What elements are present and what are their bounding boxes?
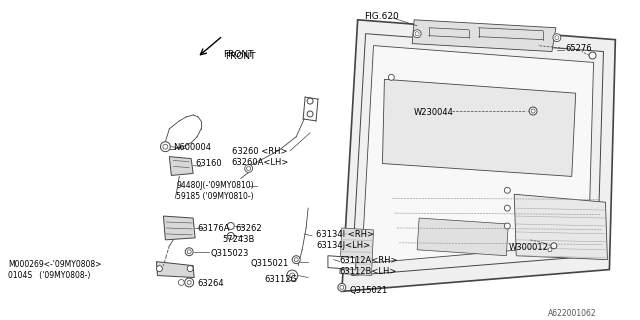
Circle shape — [156, 266, 163, 272]
Circle shape — [413, 30, 421, 38]
Circle shape — [179, 279, 184, 285]
Text: 63112G: 63112G — [264, 275, 298, 284]
Text: 59185 ('09MY0810-): 59185 ('09MY0810-) — [176, 192, 254, 201]
Circle shape — [161, 142, 170, 152]
Polygon shape — [163, 216, 195, 240]
Circle shape — [307, 111, 313, 117]
Circle shape — [227, 222, 234, 229]
Text: 63264: 63264 — [197, 279, 224, 289]
Circle shape — [548, 248, 552, 252]
Circle shape — [187, 250, 191, 254]
Polygon shape — [156, 262, 194, 277]
Circle shape — [294, 258, 298, 262]
Polygon shape — [412, 20, 556, 52]
Circle shape — [227, 232, 234, 239]
Circle shape — [551, 243, 557, 249]
Text: A622001062: A622001062 — [548, 309, 596, 318]
Circle shape — [553, 34, 561, 42]
Polygon shape — [362, 45, 593, 264]
Polygon shape — [328, 256, 356, 269]
Text: 57243B: 57243B — [223, 235, 255, 244]
Text: FIG.620: FIG.620 — [365, 12, 399, 21]
Text: W230044: W230044 — [414, 108, 454, 117]
Polygon shape — [342, 20, 615, 292]
Circle shape — [246, 166, 251, 171]
Text: 63260A<LH>: 63260A<LH> — [232, 157, 289, 167]
Circle shape — [185, 248, 193, 256]
Text: 63134J<LH>: 63134J<LH> — [316, 241, 370, 250]
Circle shape — [338, 284, 346, 292]
Text: 65276: 65276 — [566, 44, 593, 52]
Polygon shape — [170, 156, 193, 175]
Polygon shape — [515, 194, 607, 260]
Circle shape — [287, 270, 298, 281]
Circle shape — [244, 164, 253, 172]
Text: Q315021: Q315021 — [251, 259, 289, 268]
Polygon shape — [383, 79, 576, 176]
Text: 63112B<LH>: 63112B<LH> — [340, 267, 397, 276]
Circle shape — [307, 98, 313, 104]
Circle shape — [504, 187, 510, 193]
Text: Q315023: Q315023 — [211, 249, 250, 258]
Text: M000269<-'09MY0808>: M000269<-'09MY0808> — [8, 260, 101, 269]
Text: 63260 <RH>: 63260 <RH> — [232, 147, 287, 156]
Circle shape — [415, 32, 419, 36]
Circle shape — [555, 36, 559, 40]
Text: Q315021: Q315021 — [349, 286, 388, 295]
Text: 94480J(-'09MY0810): 94480J(-'09MY0810) — [176, 181, 254, 190]
Text: 63262: 63262 — [236, 224, 262, 233]
Circle shape — [388, 74, 394, 80]
Circle shape — [504, 223, 510, 229]
Circle shape — [340, 285, 344, 289]
Circle shape — [529, 107, 537, 115]
Circle shape — [504, 205, 510, 211]
Circle shape — [185, 278, 194, 287]
Text: 63112A<RH>: 63112A<RH> — [340, 256, 398, 265]
Text: 63160: 63160 — [195, 159, 221, 168]
Circle shape — [292, 256, 300, 264]
Polygon shape — [352, 34, 604, 276]
Text: 63176A: 63176A — [197, 224, 230, 233]
Circle shape — [187, 281, 191, 284]
Circle shape — [187, 266, 193, 272]
Circle shape — [290, 273, 295, 278]
Text: N600004: N600004 — [173, 143, 211, 152]
Text: W300012: W300012 — [508, 243, 548, 252]
Text: 63134I <RH>: 63134I <RH> — [316, 230, 374, 239]
Text: FRONT: FRONT — [225, 52, 255, 60]
Circle shape — [589, 52, 596, 59]
Polygon shape — [417, 218, 508, 256]
Text: 0104S   ('09MY0808-): 0104S ('09MY0808-) — [8, 271, 90, 280]
Circle shape — [531, 109, 535, 113]
Text: FRONT: FRONT — [223, 50, 253, 59]
Circle shape — [163, 144, 168, 149]
Polygon shape — [340, 228, 374, 276]
